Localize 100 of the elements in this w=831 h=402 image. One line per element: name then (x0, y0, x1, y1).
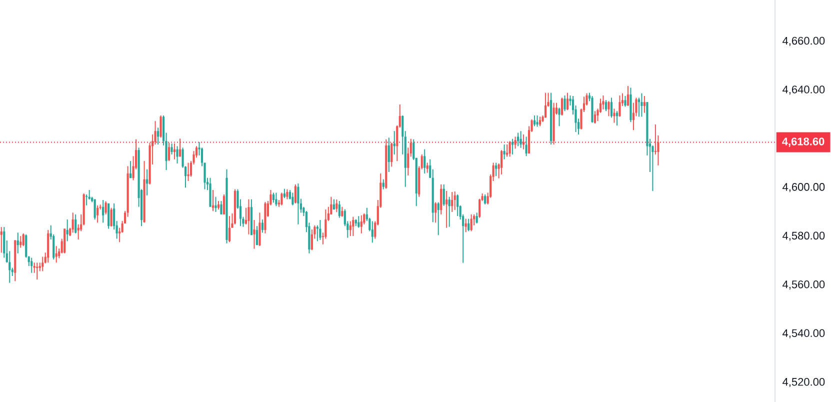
candlestick (640, 92, 643, 118)
candlestick (294, 184, 296, 204)
candlestick (533, 114, 536, 127)
candlestick (538, 116, 542, 127)
candlestick (456, 194, 459, 217)
candlestick (130, 160, 132, 179)
candlestick (272, 192, 274, 204)
candlestick (360, 214, 362, 234)
candlestick (624, 95, 626, 108)
candlestick (156, 127, 160, 145)
candlestick (212, 190, 214, 212)
candlestick (594, 110, 596, 124)
y-tick-label: 4,600.00 (782, 183, 825, 192)
candlestick (16, 232, 19, 254)
candlestick (0, 226, 2, 254)
candlestick (520, 130, 522, 148)
candlestick (310, 228, 313, 251)
candlestick (108, 202, 110, 230)
ref-line-label: 4,618.60 (782, 138, 824, 147)
candlestick (176, 146, 178, 164)
y-tick-label: 4,660.00 (782, 36, 825, 46)
candlestick (393, 130, 396, 155)
candlestick (500, 150, 503, 175)
candlestick (292, 192, 294, 206)
candlestick (30, 257, 33, 274)
candlestick (608, 100, 610, 117)
candlestick (349, 220, 352, 237)
candlestick (371, 220, 374, 244)
candlestick (517, 132, 520, 147)
candlestick (426, 162, 428, 174)
candlestick (446, 190, 448, 228)
candlestick (214, 196, 217, 212)
candlestick (514, 136, 516, 150)
candlestick (558, 107, 560, 127)
candlestick (503, 144, 506, 160)
candlestick (248, 198, 250, 235)
candlestick (20, 236, 22, 248)
candlestick (66, 219, 68, 242)
candlestick (319, 219, 322, 240)
candlestick (388, 137, 390, 172)
candlestick (104, 200, 107, 215)
candlestick (495, 162, 498, 177)
candlestick (451, 191, 454, 212)
y-tick-label: 4,540.00 (782, 329, 825, 338)
candlestick (253, 219, 256, 250)
candlestick (468, 218, 470, 232)
candlestick (638, 97, 640, 118)
candlestick (96, 204, 99, 224)
candlestick (256, 226, 258, 246)
candlestick (434, 202, 437, 224)
candlestick (506, 144, 508, 158)
candlestick (522, 134, 525, 150)
candlestick (602, 94, 604, 110)
candlestick (470, 214, 472, 232)
y-tick-label: 4,520.00 (782, 378, 825, 388)
candlestick (560, 97, 564, 116)
candlestick (74, 214, 77, 234)
candlestick (610, 97, 613, 118)
candlestick (187, 162, 190, 182)
candlestick (222, 194, 226, 215)
candlestick (338, 200, 340, 218)
candlestick (604, 100, 608, 112)
y-tick-label: 4,580.00 (782, 232, 825, 241)
candlestick (564, 94, 566, 112)
candlestick (336, 199, 338, 213)
candlestick (42, 256, 44, 272)
candlestick (173, 142, 176, 160)
candlestick (94, 198, 96, 220)
candlestick (280, 192, 283, 206)
candlestick (341, 206, 344, 218)
candlestick (297, 182, 300, 225)
candlestick (358, 216, 360, 228)
candlestick (512, 138, 514, 155)
candlestick (618, 94, 621, 118)
candlestick (228, 216, 231, 243)
y-tick-label: 4,560.00 (782, 280, 825, 290)
candlestick (168, 142, 170, 162)
candlestick (275, 192, 278, 207)
candlestick (283, 188, 286, 199)
candlestick (437, 202, 440, 236)
candlestick (220, 200, 222, 215)
candlestick (352, 216, 354, 237)
candlestick (525, 136, 528, 157)
candlestick (390, 142, 393, 168)
candlestick (484, 194, 486, 205)
candlestick (86, 194, 88, 206)
candlestick (258, 212, 261, 247)
y-tick-label: 4,640.00 (782, 86, 825, 95)
candlestick (209, 177, 212, 208)
candlestick (22, 232, 24, 247)
candlestick (178, 138, 182, 158)
candlestick (448, 196, 450, 228)
candlestick (613, 108, 616, 124)
candlestick (536, 114, 538, 128)
candlestick (382, 178, 384, 190)
candlestick (3, 226, 6, 258)
candlestick (464, 218, 467, 233)
candlestick (55, 246, 58, 264)
candlestick (566, 92, 569, 111)
candlestick (643, 95, 646, 114)
